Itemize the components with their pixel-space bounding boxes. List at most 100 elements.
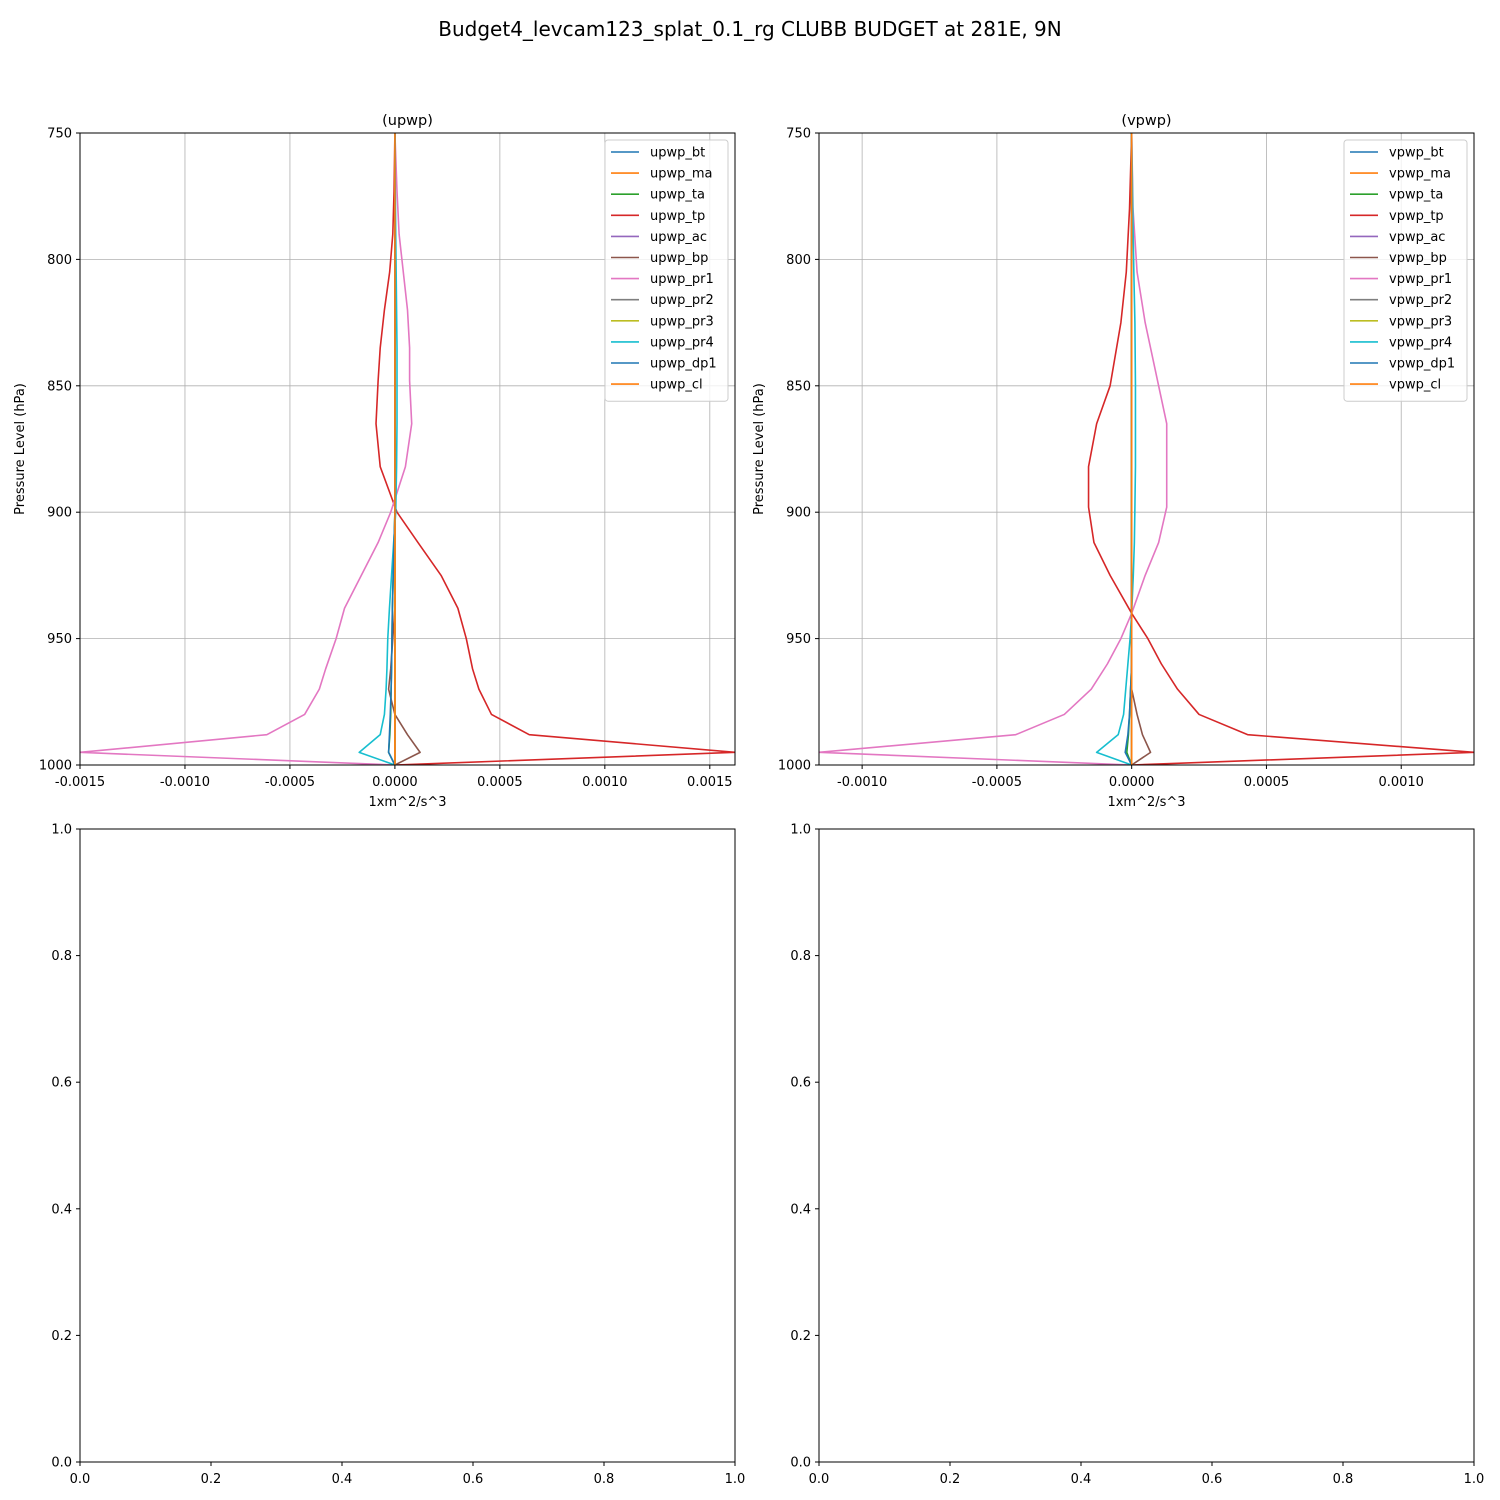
legend-label-upwp_ac: upwp_ac	[650, 230, 707, 245]
y-tick-label-2: 0.4	[51, 1202, 72, 1217]
legend-label-upwp_bp: upwp_bp	[650, 251, 708, 266]
y-tick-label-0: 750	[47, 127, 72, 142]
legend-label-upwp_ta: upwp_ta	[650, 188, 705, 203]
series-line-vpwp_tp	[1087, 133, 1474, 765]
x-tick-label-4: 0.0010	[1378, 775, 1424, 790]
legend-box	[1343, 139, 1468, 402]
y-axis-label: Pressure Level (hPa)	[752, 383, 767, 515]
y-tick-label-5: 1000	[39, 759, 72, 774]
y-tick-label-1: 800	[47, 253, 72, 268]
y-tick-label-5: 1000	[778, 759, 811, 774]
y-tick-label-4: 0.8	[51, 949, 72, 964]
x-tick-label-0: 0.0	[70, 1472, 91, 1487]
y-tick-label-3: 0.6	[790, 1076, 811, 1091]
legend-label-upwp_cl: upwp_cl	[650, 378, 703, 393]
x-tick-label-4: 0.8	[1333, 1472, 1354, 1487]
panel-title: (vpwp)	[1121, 113, 1171, 129]
x-tick-label-6: 0.0015	[687, 775, 733, 790]
figure-title: Budget4_levcam123_splat_0.1_rg CLUBB BUD…	[438, 17, 1061, 41]
series-line-upwp_pr1	[80, 133, 413, 765]
x-tick-label-3: 0.0005	[1244, 775, 1290, 790]
series-line-vpwp_pr4	[1095, 133, 1137, 765]
legend-label-upwp_bt: upwp_bt	[650, 146, 705, 161]
legend-label-upwp_pr4: upwp_pr4	[650, 335, 714, 350]
y-tick-label-3: 900	[47, 506, 72, 521]
x-tick-label-3: 0.6	[463, 1472, 484, 1487]
legend-label-upwp_tp: upwp_tp	[650, 209, 705, 224]
axes-frame	[79, 132, 736, 766]
x-axis-label: 1xm^2/s^3	[368, 795, 446, 810]
x-tick-label-0: -0.0010	[837, 775, 887, 790]
x-tick-label-2: 0.4	[1071, 1472, 1092, 1487]
y-tick-label-2: 850	[47, 379, 72, 394]
x-tick-label-1: 0.2	[201, 1472, 222, 1487]
x-tick-label-3: 0.0000	[372, 775, 418, 790]
legend-label-upwp_pr2: upwp_pr2	[650, 293, 714, 308]
series-line-vpwp_pr1	[819, 133, 1168, 765]
chart-panel-2: -0.0010 -0.0005 0.0000 0.0005 0.0010 750 800 85…	[752, 113, 1475, 810]
y-tick-label-2: 850	[786, 379, 811, 394]
legend-label-upwp_ma: upwp_ma	[650, 167, 713, 182]
y-tick-label-1: 0.2	[51, 1329, 72, 1344]
legend-label-vpwp_ta: vpwp_ta	[1389, 188, 1443, 203]
x-tick-label-0: 0.0	[809, 1472, 830, 1487]
legend-label-vpwp_cl: vpwp_cl	[1389, 378, 1441, 393]
legend-label-upwp_pr3: upwp_pr3	[650, 314, 714, 329]
panels: -0.0015 -0.0010 -0.0005 0.0000 0.0005 0.0010 0…	[13, 113, 1484, 1487]
y-axis-label: Pressure Level (hPa)	[13, 383, 28, 515]
legend-box	[604, 139, 729, 402]
x-tick-label-0: -0.0015	[55, 775, 105, 790]
y-tick-label-4: 950	[786, 632, 811, 647]
legend-label-vpwp_pr1: vpwp_pr1	[1389, 272, 1452, 287]
y-tick-label-5: 1.0	[51, 823, 72, 838]
x-axis-label: 1xm^2/s^3	[1107, 795, 1185, 810]
y-tick-label-4: 0.8	[790, 949, 811, 964]
x-tick-label-4: 0.0005	[477, 775, 523, 790]
legend-label-vpwp_pr3: vpwp_pr3	[1389, 314, 1452, 329]
panel-title: (upwp)	[382, 113, 433, 129]
x-tick-label-2: 0.4	[332, 1472, 353, 1487]
x-tick-label-1: 0.2	[940, 1472, 961, 1487]
legend-label-vpwp_pr4: vpwp_pr4	[1389, 335, 1452, 350]
y-tick-label-0: 0.0	[790, 1456, 811, 1471]
legend-label-vpwp_pr2: vpwp_pr2	[1389, 293, 1452, 308]
legend-label-vpwp_dp1: vpwp_dp1	[1389, 357, 1455, 372]
legend-label-upwp_dp1: upwp_dp1	[650, 357, 717, 372]
legend: upwp_bt upwp_ma upwp_ta upwp_tp upwp_ac upwp_…	[604, 139, 729, 402]
series-line-upwp_tp	[375, 133, 735, 765]
x-tick-label-3: 0.6	[1202, 1472, 1223, 1487]
y-tick-label-0: 0.0	[51, 1456, 72, 1471]
legend: vpwp_bt vpwp_ma vpwp_ta vpwp_tp vpwp_ac vpwp_…	[1343, 139, 1468, 402]
x-tick-label-2: 0.0000	[1109, 775, 1155, 790]
chart-panel-1: -0.0015 -0.0010 -0.0005 0.0000 0.0005 0.0010 0…	[13, 113, 736, 810]
y-tick-label-4: 950	[47, 632, 72, 647]
series-group	[80, 133, 735, 765]
axes-frame	[818, 132, 1475, 766]
y-tick-label-0: 750	[786, 127, 811, 142]
series-group	[819, 133, 1474, 765]
x-tick-label-5: 0.0010	[582, 775, 628, 790]
chart-panel-3: 0.0 0.2 0.4 0.6 0.8 1.0 0.0 0.2 0.4 0.6 0.8 1.0	[51, 823, 745, 1488]
series-line-upwp_dp1	[387, 133, 396, 765]
y-tick-label-3: 900	[786, 506, 811, 521]
chart-panel-4: 0.0 0.2 0.4 0.6 0.8 1.0 0.0 0.2 0.4 0.6 0.8 1.0	[790, 823, 1484, 1488]
y-tick-label-2: 0.4	[790, 1202, 811, 1217]
x-tick-label-1: -0.0005	[972, 775, 1022, 790]
legend-label-vpwp_ac: vpwp_ac	[1389, 230, 1445, 245]
x-tick-label-5: 1.0	[725, 1472, 746, 1487]
x-tick-label-1: -0.0010	[160, 775, 210, 790]
x-tick-label-4: 0.8	[594, 1472, 615, 1487]
axes-frame	[79, 828, 736, 1463]
y-tick-label-5: 1.0	[790, 823, 811, 838]
y-tick-label-1: 0.2	[790, 1329, 811, 1344]
x-tick-label-2: -0.0005	[265, 775, 315, 790]
y-tick-label-3: 0.6	[51, 1076, 72, 1091]
legend-label-vpwp_tp: vpwp_tp	[1389, 209, 1444, 224]
legend-label-vpwp_ma: vpwp_ma	[1389, 167, 1451, 182]
axes-frame	[818, 828, 1475, 1463]
legend-label-vpwp_bp: vpwp_bp	[1389, 251, 1447, 266]
x-tick-label-5: 1.0	[1464, 1472, 1485, 1487]
y-tick-label-1: 800	[786, 253, 811, 268]
legend-label-upwp_pr1: upwp_pr1	[650, 272, 714, 287]
